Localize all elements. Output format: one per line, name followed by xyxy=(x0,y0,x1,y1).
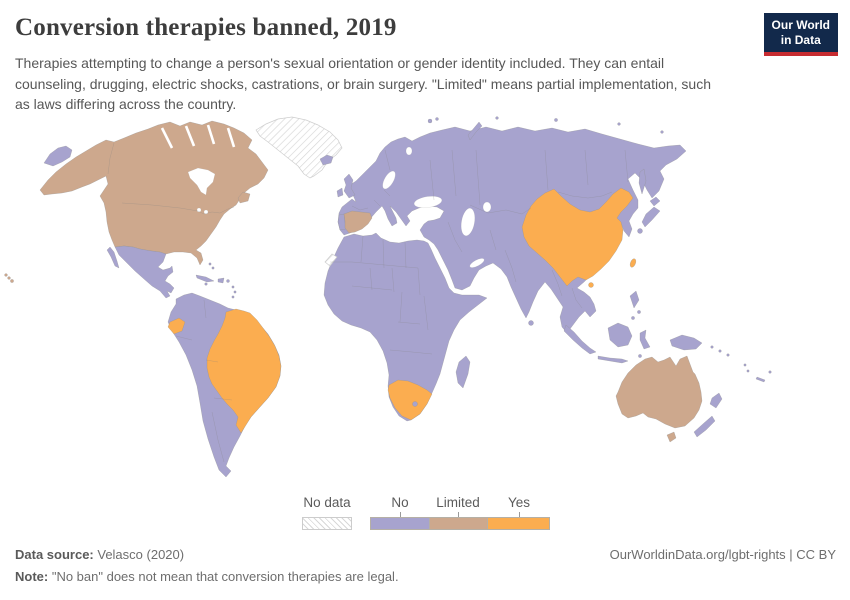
region-taiwan[interactable] xyxy=(629,258,637,268)
region-hainan[interactable] xyxy=(588,282,594,288)
region-baja-california[interactable] xyxy=(106,246,120,269)
region-north-america[interactable] xyxy=(39,120,269,266)
region-uk[interactable] xyxy=(343,173,356,199)
region-mexico-central-america[interactable] xyxy=(114,245,175,299)
region-sakhalin[interactable] xyxy=(638,168,647,195)
region-brazil[interactable] xyxy=(206,308,282,434)
region-arctic-islands[interactable] xyxy=(427,116,664,141)
legend-label-limited: Limited xyxy=(436,495,480,510)
region-madagascar[interactable] xyxy=(455,355,471,389)
region-southeast-asia-islands[interactable] xyxy=(563,290,703,364)
legend-label-no: No xyxy=(391,495,409,510)
region-pacific-islands[interactable] xyxy=(710,345,772,383)
page-subtitle: Therapies attempting to change a person'… xyxy=(15,55,712,113)
owid-attribution-link[interactable]: OurWorldinData.org/lgbt-rights | CC BY xyxy=(609,547,836,562)
region-south-africa[interactable] xyxy=(387,379,433,421)
legend-tick xyxy=(400,512,401,517)
black-sea xyxy=(413,196,443,208)
owid-logo[interactable]: Our World in Data xyxy=(763,13,838,56)
great-lakes xyxy=(203,209,209,215)
region-africa[interactable] xyxy=(323,232,488,422)
legend-swatch-limited[interactable] xyxy=(429,517,488,530)
region-chukotka-west[interactable] xyxy=(43,145,73,167)
owid-logo-line1: Our World xyxy=(771,18,830,32)
caspian-sea xyxy=(460,207,476,237)
note-value: "No ban" does not mean that conversion t… xyxy=(48,569,399,584)
note-line: Note: "No ban" does not mean that conver… xyxy=(15,569,399,584)
region-japan[interactable] xyxy=(637,196,661,234)
region-iceland[interactable] xyxy=(319,154,334,166)
data-source-value: Velasco (2020) xyxy=(93,547,185,562)
region-eurasia[interactable] xyxy=(337,126,687,334)
legend-swatch-yes[interactable] xyxy=(487,517,550,530)
region-tasmania[interactable] xyxy=(666,431,677,443)
legend-label-yes: Yes xyxy=(507,495,531,510)
country-borders xyxy=(107,142,629,463)
region-western-sahara[interactable] xyxy=(324,253,338,267)
persian-gulf xyxy=(469,258,485,268)
data-source-label: Data source: xyxy=(15,547,94,562)
hudson-bay xyxy=(187,167,216,196)
page-title: Conversion therapies banned, 2019 xyxy=(15,14,397,41)
region-ecuador[interactable] xyxy=(167,317,186,335)
white-sea xyxy=(405,146,413,156)
region-hawaii[interactable] xyxy=(4,273,14,283)
region-lesotho[interactable] xyxy=(412,401,418,407)
legend-no-data-swatch[interactable] xyxy=(302,517,352,530)
region-ireland[interactable] xyxy=(336,187,344,198)
legend-tick xyxy=(458,512,459,517)
arctic-channels xyxy=(160,124,236,149)
region-australia[interactable] xyxy=(615,355,703,429)
region-sri-lanka[interactable] xyxy=(528,320,534,326)
region-newfoundland[interactable] xyxy=(237,191,251,204)
note-label: Note: xyxy=(15,569,49,584)
great-lakes xyxy=(196,207,202,213)
region-spain[interactable] xyxy=(343,210,373,234)
region-china[interactable] xyxy=(521,187,634,287)
legend-tick xyxy=(519,512,520,517)
owid-logo-line2: in Data xyxy=(780,33,821,47)
region-greenland[interactable] xyxy=(255,116,343,179)
legend-no-data-label: No data xyxy=(303,495,351,510)
legend-swatch-no[interactable] xyxy=(370,517,430,530)
baltic-sea xyxy=(382,170,396,190)
aral-sea xyxy=(482,201,492,213)
region-caribbean[interactable] xyxy=(195,262,237,299)
data-source-line: Data source: Velasco (2020) xyxy=(15,547,184,562)
region-new-zealand[interactable] xyxy=(693,392,723,438)
